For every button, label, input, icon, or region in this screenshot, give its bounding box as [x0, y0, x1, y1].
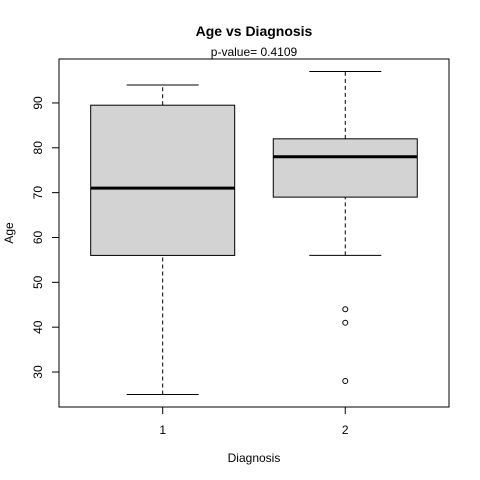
outlier-point — [342, 306, 349, 313]
y-axis-label: Age — [2, 222, 16, 244]
x-tick-label: 2 — [342, 423, 349, 437]
y-tick-label: 80 — [31, 141, 45, 155]
y-tick-label: 40 — [31, 320, 45, 334]
x-tick-label: 1 — [159, 423, 166, 437]
iqr-box — [272, 138, 418, 198]
y-tick-label: 50 — [31, 275, 45, 289]
box-group-2 — [272, 71, 418, 384]
y-tick-label: 70 — [31, 186, 45, 200]
y-axis: 30 40 50 60 70 80 90 — [31, 96, 60, 379]
y-tick-label: 90 — [31, 96, 45, 110]
x-axis-label: Diagnosis — [228, 451, 281, 465]
iqr-box — [90, 104, 236, 256]
box-group-1 — [90, 84, 236, 395]
y-tick-label: 30 — [31, 365, 45, 379]
outlier-point — [342, 377, 349, 384]
boxes-layer — [90, 71, 418, 395]
chart-title: Age vs Diagnosis — [196, 23, 313, 39]
chart-subtitle: p-value= 0.4109 — [211, 45, 298, 59]
y-tick-label: 60 — [31, 230, 45, 244]
outlier-point — [342, 319, 349, 326]
